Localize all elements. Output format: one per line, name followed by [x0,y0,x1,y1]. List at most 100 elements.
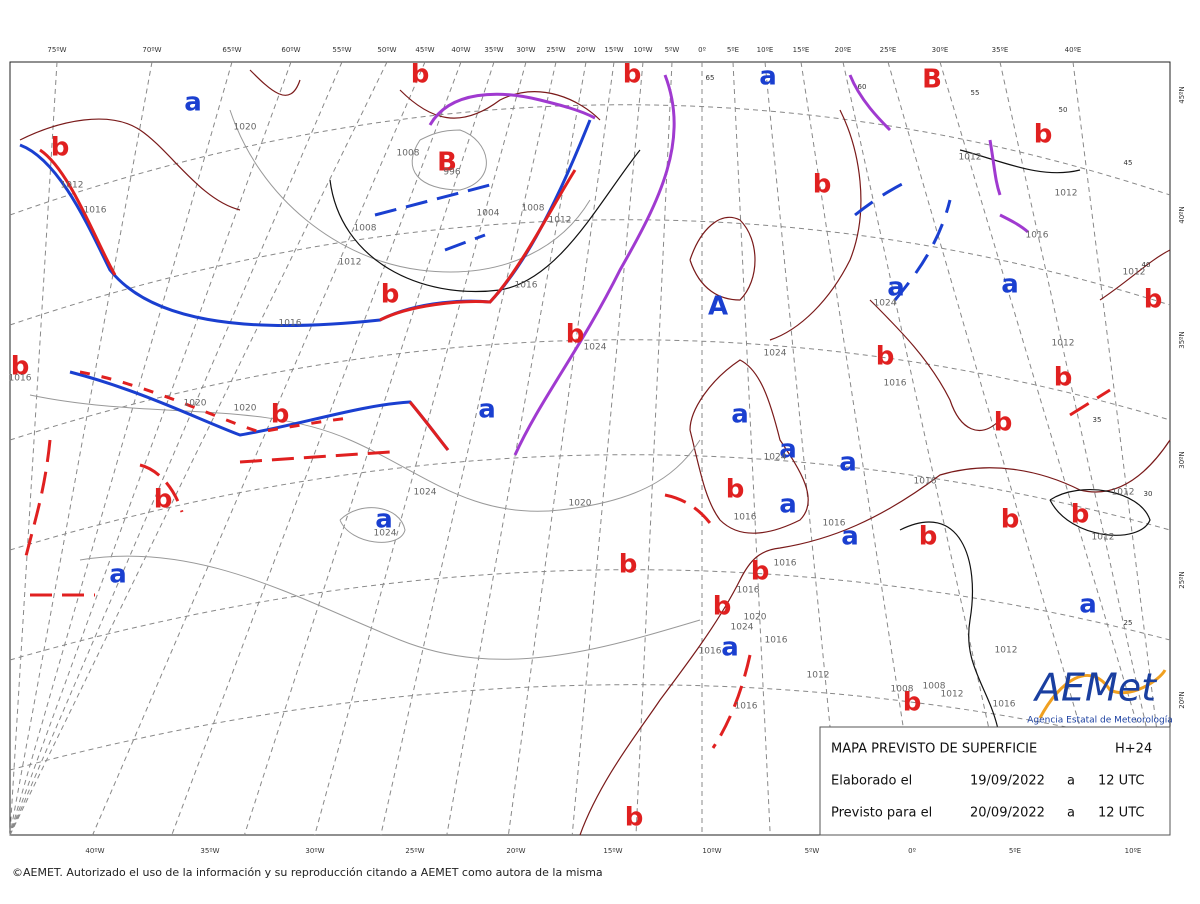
pressure-center: a [184,88,202,118]
isobar-label: 1016 [993,700,1016,710]
isobar-label: 1016 [9,374,32,384]
meridian [732,61,771,836]
pressure-center: a [109,560,127,590]
info-cell: a [1067,774,1075,789]
pressure-center: b [566,320,585,350]
top-lon-label: 55ºW [332,46,351,54]
right-lat-label: 20ºN [1178,691,1186,708]
top-lon-label: 75ºW [47,46,66,54]
isobar-label: 1016 [765,636,788,646]
pressure-center: B [922,65,942,95]
pressure-center: a [839,448,857,478]
bottom-lon-label: 0º [908,847,916,855]
isobar-label: 1008 [891,685,914,695]
isobar-label: 1012 [1123,268,1146,278]
isobar-label: 1020 [744,613,767,623]
top-lon-label: 20ºE [835,46,852,54]
top-lon-label: 65ºW [222,46,241,54]
pressure-center: b [876,342,895,372]
top-lon-label: 5ºW [665,46,680,54]
top-lon-label: 35ºE [992,46,1009,54]
map-frame [9,61,1171,836]
top-lon-label: 0º [698,46,706,54]
pressure-center: b [903,688,922,718]
latitude-mark: 25 [1124,619,1133,627]
pressure-center: b [1144,285,1163,315]
logo-name: AEMet [1032,666,1158,710]
isobar-label: 1024 [764,349,787,359]
isobar-label: 1016 [737,586,760,596]
pressure-center: a [841,522,859,552]
pressure-center: B [437,148,457,178]
logo-swoosh [1038,669,1167,719]
latitude-mark: 40 [1142,261,1151,269]
meridian [1072,61,1171,836]
isobar-label: 1004 [477,209,500,219]
meridian [171,61,462,836]
isobar-label: 1016 [884,379,907,389]
pressure-center: a [731,400,749,430]
pressure-center: b [1071,500,1090,530]
meridian [887,61,1112,836]
pressure-center: b [51,133,70,163]
pressure-center: a [721,633,739,663]
copyright: ©AEMET. Autorizado el uso de la informac… [12,866,603,879]
right-lat-label: 45ºN [1178,86,1186,103]
info-cell: Elaborado el [831,774,912,789]
top-lon-label: 25ºW [546,46,565,54]
pressure-center: b [1054,363,1073,393]
bottom-lon-label: 30ºW [305,847,324,855]
isobar-label: 1012 [959,153,982,163]
isobar-label: 1008 [522,204,545,214]
isobar-label: 1012 [339,258,362,268]
top-lon-label: 50ºW [377,46,396,54]
isobar-label: 1012 [549,216,572,226]
latitude-mark: 50 [1059,106,1068,114]
pressure-center: b [625,803,644,833]
bottom-lon-label: 5ºW [805,847,820,855]
pressure-center: b [813,170,832,200]
isobar-label: 1024 [584,343,607,353]
latitude-mark: 60 [858,83,867,91]
isobar-label: 1020 [234,123,257,133]
isobar-label: 1016 [914,477,937,487]
meridian [635,61,673,836]
isobar-label: 1012 [995,646,1018,656]
pressure-center: b [381,280,400,310]
right-lat-label: 35ºN [1178,331,1186,348]
pressure-center: b [726,475,745,505]
info-box [819,726,1171,836]
top-lon-label: 30ºE [932,46,949,54]
info-cell: a [1067,806,1075,821]
pressure-center: b [411,60,430,90]
top-lon-label: 40ºE [1065,46,1082,54]
top-lon-label: 20ºW [576,46,595,54]
bottom-lon-label: 20ºW [506,847,525,855]
isobar-label: 1016 [823,519,846,529]
isobar-label: 1016 [84,206,107,216]
meridian [842,61,1013,836]
pressure-center: b [154,485,173,515]
pressure-center: b [1001,505,1020,535]
meridian [507,61,615,836]
latitude-mark: 45 [1124,159,1133,167]
isobar-label: 1012 [1092,533,1115,543]
isobar-label: 1012 [1112,488,1135,498]
top-lon-label: 25ºE [880,46,897,54]
pressure-center: b [919,522,938,552]
right-lat-label: 25ºN [1178,571,1186,588]
top-lon-label: 10ºW [633,46,652,54]
isobar-label: 1016 [515,281,538,291]
isobar-label: 1024 [731,623,754,633]
info-cell: 20/09/2022 [970,806,1045,821]
bottom-lon-label: 5ºE [1009,847,1021,855]
meridian [999,61,1171,836]
logo-subtitle: Agencia Estatal de Meteorología [1027,716,1173,726]
isobar-label: 1024 [374,529,397,539]
top-lon-label: 30ºW [516,46,535,54]
pressure-center: b [751,557,770,587]
isobar-label: 1008 [397,149,420,159]
meridian [571,61,644,836]
parallel [9,569,1171,661]
